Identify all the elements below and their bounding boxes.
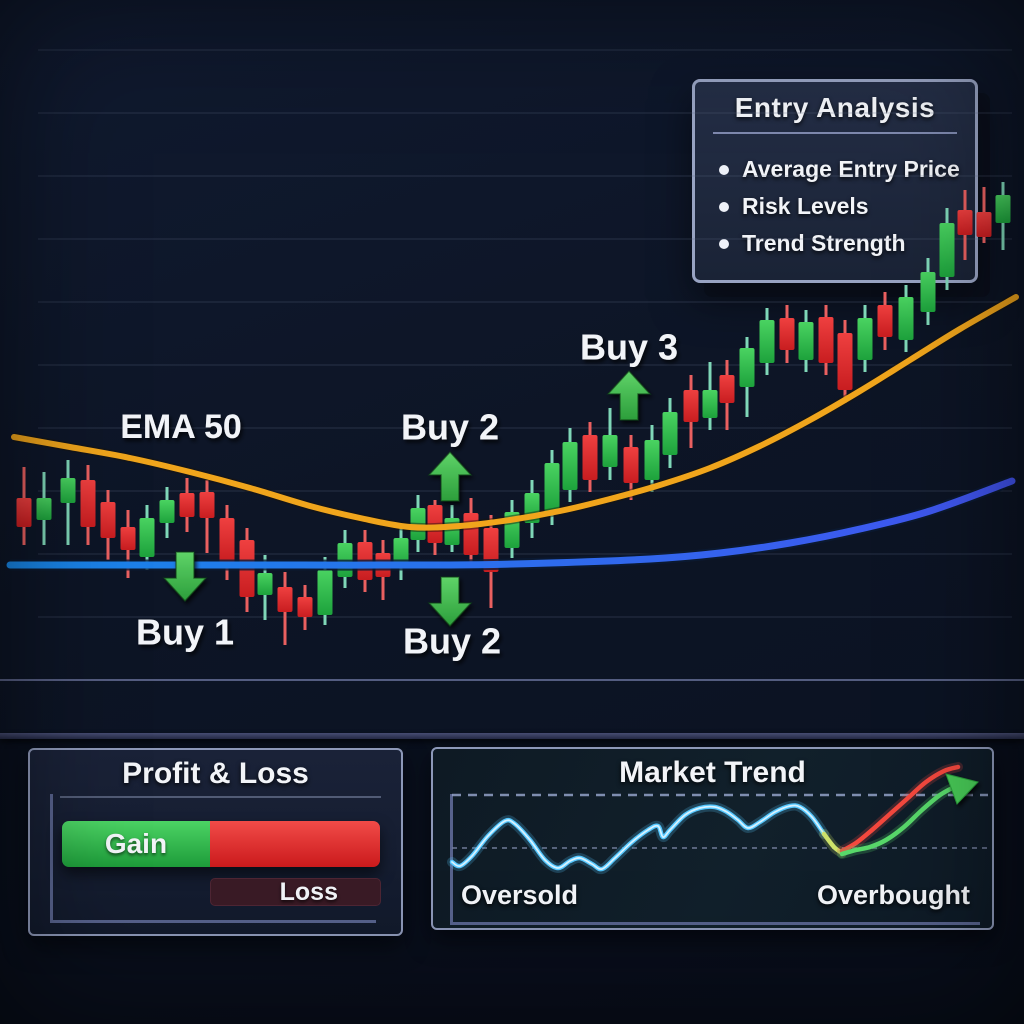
chart-annotation-label: Buy 1 <box>136 612 234 653</box>
chart-annotation-label: Buy 2 <box>401 407 499 448</box>
bullish-candle <box>898 297 914 340</box>
bullish-candle <box>524 493 540 523</box>
ema-line <box>11 294 1019 531</box>
bullish-candle <box>544 463 560 512</box>
entry-analysis-separator <box>713 132 957 134</box>
bullish-candle <box>504 512 520 548</box>
buy-arrow-up-icon <box>606 369 652 421</box>
entry-item-label: Trend Strength <box>742 230 906 256</box>
profit-loss-title: Profit & Loss <box>122 757 309 790</box>
entry-item-label: Average Entry Price <box>742 156 960 182</box>
entry-analysis-panel: Entry Analysis Average Entry Price Risk … <box>692 79 978 283</box>
bullish-candle <box>36 498 52 520</box>
bearish-candle <box>976 212 992 237</box>
buy-arrow-up-icon <box>427 450 473 502</box>
bearish-candle <box>623 447 639 483</box>
y-axis-line <box>50 794 53 923</box>
profit-loss-separator <box>60 796 381 798</box>
bullish-candle <box>995 195 1011 223</box>
bearish-candle <box>100 502 116 538</box>
bearish-candle <box>199 492 215 518</box>
bullish-candle <box>759 320 775 363</box>
bullet-icon <box>719 238 729 249</box>
overbought-label: Overbought <box>817 880 970 910</box>
chart-panels-divider <box>0 733 1024 739</box>
bearish-candle <box>219 518 235 563</box>
buy-arrow-down-icon <box>162 551 208 603</box>
bullish-candle <box>139 518 155 557</box>
bearish-candle <box>719 375 735 403</box>
bearish-candle <box>277 587 293 612</box>
entry-analysis-list: Average Entry Price Risk Levels Trend St… <box>695 144 975 257</box>
chart-annotation-label: Buy 2 <box>403 621 501 662</box>
x-axis-line <box>50 920 376 923</box>
list-item: Average Entry Price <box>719 156 975 183</box>
entry-analysis-title: Entry Analysis <box>734 92 936 123</box>
bullish-candle <box>337 543 353 577</box>
bullish-candle <box>798 322 814 360</box>
bullet-icon <box>719 164 729 175</box>
bullish-candle <box>60 478 76 503</box>
list-item: Risk Levels <box>719 193 975 220</box>
bullish-candle <box>410 508 426 540</box>
y-axis-line <box>450 794 453 923</box>
market-trend-panel: Market Trend Oversold Overbought <box>431 747 994 930</box>
bearish-candle <box>80 480 96 527</box>
entry-item-label: Risk Levels <box>742 193 869 219</box>
bullish-candle <box>602 435 618 467</box>
bullish-candle <box>393 538 409 568</box>
ema-line-shadow <box>13 293 1019 533</box>
bearish-candle <box>582 435 598 480</box>
bearish-candle <box>375 553 391 577</box>
bearish-candle <box>483 528 499 572</box>
loss-segment <box>209 821 380 867</box>
support-line <box>6 477 1016 569</box>
bullish-candle <box>562 442 578 490</box>
bullish-candle <box>644 440 660 480</box>
bearish-candle <box>818 317 834 363</box>
bullish-candle <box>702 390 718 418</box>
profit-loss-panel: Profit & Loss Gain Loss <box>28 748 403 936</box>
bullish-candle <box>662 412 678 455</box>
bearish-candle <box>427 505 443 543</box>
bearish-candle <box>297 597 313 617</box>
chart-annotation-label: Buy 3 <box>580 327 678 368</box>
bullish-candle <box>257 573 273 595</box>
bearish-candle <box>837 333 853 390</box>
bearish-candle <box>463 513 479 555</box>
bullish-candle <box>159 500 175 523</box>
bearish-candle <box>120 527 136 550</box>
loss-bar: Loss <box>210 878 381 906</box>
gain-loss-bar: Gain <box>62 821 380 867</box>
support-line-shadow <box>9 475 1014 571</box>
bullet-icon <box>719 201 729 212</box>
bearish-candle <box>179 493 195 517</box>
bearish-candle <box>357 542 373 580</box>
buy-arrow-down-icon <box>427 576 473 628</box>
chart-annotation-label: EMA 50 <box>120 408 242 446</box>
bearish-candle <box>239 540 255 597</box>
x-axis-line <box>450 922 980 925</box>
bullish-candle <box>739 348 755 387</box>
bearish-candle <box>16 498 32 527</box>
list-item: Trend Strength <box>719 230 975 257</box>
bearish-candle <box>779 318 795 350</box>
gain-segment: Gain <box>62 821 210 867</box>
gain-label: Gain <box>104 828 168 859</box>
bullish-candle <box>317 570 333 615</box>
bullish-candle <box>857 318 873 360</box>
bullish-candle <box>444 518 460 545</box>
market-trend-title: Market Trend <box>619 756 806 789</box>
loss-label: Loss <box>279 877 338 906</box>
bearish-candle <box>877 305 893 337</box>
bearish-candle <box>683 390 699 422</box>
oversold-label: Oversold <box>461 880 579 910</box>
